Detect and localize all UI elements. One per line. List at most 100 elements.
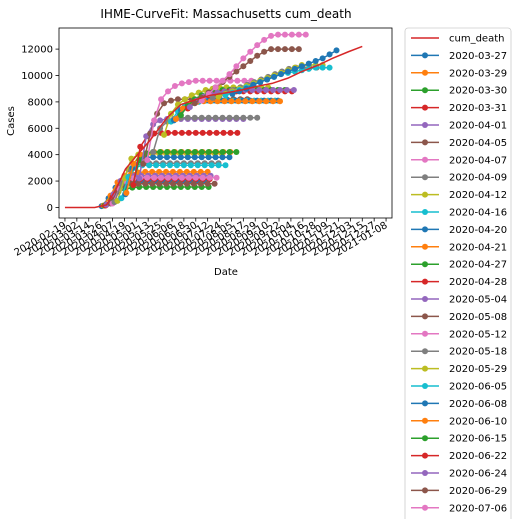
y-axis: 0 2000 4000 6000 8000 10000 12000 xyxy=(21,45,59,214)
legend-marker xyxy=(422,330,428,337)
data-point xyxy=(136,175,143,182)
plot-frame xyxy=(58,27,393,219)
data-point xyxy=(209,94,216,101)
data-point xyxy=(263,87,270,94)
data-point xyxy=(165,88,172,95)
legend-marker xyxy=(422,209,428,215)
legend-label: 2020-04-01 xyxy=(449,121,507,132)
data-point xyxy=(242,98,249,105)
data-point xyxy=(167,162,173,169)
data-point xyxy=(144,174,151,181)
legend-item: 2020-03-31 xyxy=(411,103,507,114)
series-line xyxy=(131,151,237,187)
data-point xyxy=(281,46,288,53)
legend-label: 2020-06-15 xyxy=(449,434,507,445)
legend-label: 2020-06-24 xyxy=(449,469,507,480)
data-point xyxy=(281,31,288,38)
legend-marker xyxy=(422,139,428,146)
data-point xyxy=(191,149,198,156)
data-point xyxy=(240,55,247,62)
legend-label: 2020-04-12 xyxy=(449,190,507,201)
data-point xyxy=(157,154,164,161)
legend-label: 2020-05-18 xyxy=(449,347,507,358)
legend-label: 2020-05-12 xyxy=(449,329,507,340)
data-point xyxy=(165,174,172,181)
legend-label: cum_death xyxy=(449,34,504,45)
legend-marker xyxy=(422,104,428,111)
data-point xyxy=(226,114,233,121)
legend-label: 2020-04-28 xyxy=(449,277,507,288)
data-point xyxy=(160,162,167,169)
legend-item: 2020-04-28 xyxy=(411,277,507,288)
legend-label: 2020-05-08 xyxy=(449,312,507,323)
data-point xyxy=(156,180,163,187)
data-point xyxy=(170,154,177,161)
data-point xyxy=(275,46,282,53)
data-point xyxy=(319,64,326,71)
legend-item: 2020-03-30 xyxy=(411,86,507,97)
data-point xyxy=(199,174,206,181)
legend-item: 2020-04-27 xyxy=(411,260,507,271)
data-point xyxy=(171,83,178,90)
data-point xyxy=(240,63,247,70)
data-point xyxy=(123,189,130,196)
data-point xyxy=(247,57,254,64)
data-point xyxy=(140,160,147,167)
data-point xyxy=(144,156,151,163)
data-point xyxy=(235,98,242,105)
data-point xyxy=(171,174,178,181)
legend-item: 2020-04-20 xyxy=(411,225,507,236)
data-point xyxy=(212,84,219,91)
data-point xyxy=(233,68,240,75)
data-point xyxy=(164,149,171,156)
data-point xyxy=(208,162,215,169)
data-point xyxy=(177,149,184,156)
data-point xyxy=(264,76,271,83)
data-point xyxy=(234,129,241,136)
legend-item: 2020-04-16 xyxy=(411,208,507,219)
data-point xyxy=(206,174,213,181)
series-line xyxy=(120,164,226,199)
data-point xyxy=(150,149,157,156)
data-point xyxy=(191,100,198,107)
legend-label: 2020-03-27 xyxy=(449,51,507,62)
data-point xyxy=(169,180,176,187)
data-point xyxy=(240,114,247,121)
data-point xyxy=(233,149,240,156)
data-point xyxy=(222,162,229,169)
data-point xyxy=(184,114,191,121)
data-point xyxy=(198,149,205,156)
y-tick-label: 0 xyxy=(47,203,53,214)
legend-label: 2020-04-20 xyxy=(449,225,507,236)
y-axis-label: Cases xyxy=(6,106,17,136)
data-point xyxy=(174,96,181,103)
data-point xyxy=(157,117,164,124)
legend-marker xyxy=(422,365,428,372)
data-point xyxy=(206,77,213,84)
legend-item: 2020-04-12 xyxy=(411,190,507,201)
data-point xyxy=(180,162,187,169)
legend-marker xyxy=(422,400,428,407)
data-point xyxy=(178,129,185,136)
legend-item: 2020-06-22 xyxy=(411,451,507,462)
legend-label: 2020-06-22 xyxy=(449,451,507,462)
data-point xyxy=(219,114,226,121)
data-point xyxy=(226,71,233,78)
x-axis-label: Date xyxy=(214,267,238,278)
legend-item: 2020-06-24 xyxy=(411,469,507,480)
legend-marker xyxy=(422,191,428,198)
legend-item: 2020-03-29 xyxy=(411,68,507,79)
legend-marker xyxy=(422,261,428,268)
data-point xyxy=(206,129,213,136)
data-point xyxy=(178,174,185,181)
data-point xyxy=(215,93,222,100)
data-point xyxy=(158,96,165,103)
data-point xyxy=(261,36,268,43)
y-tick-label: 12000 xyxy=(21,45,53,56)
legend-marker xyxy=(422,52,428,59)
data-point xyxy=(192,129,199,136)
data-point xyxy=(234,77,241,84)
data-point xyxy=(319,55,326,62)
legend-marker xyxy=(422,278,428,285)
data-point xyxy=(199,77,206,84)
